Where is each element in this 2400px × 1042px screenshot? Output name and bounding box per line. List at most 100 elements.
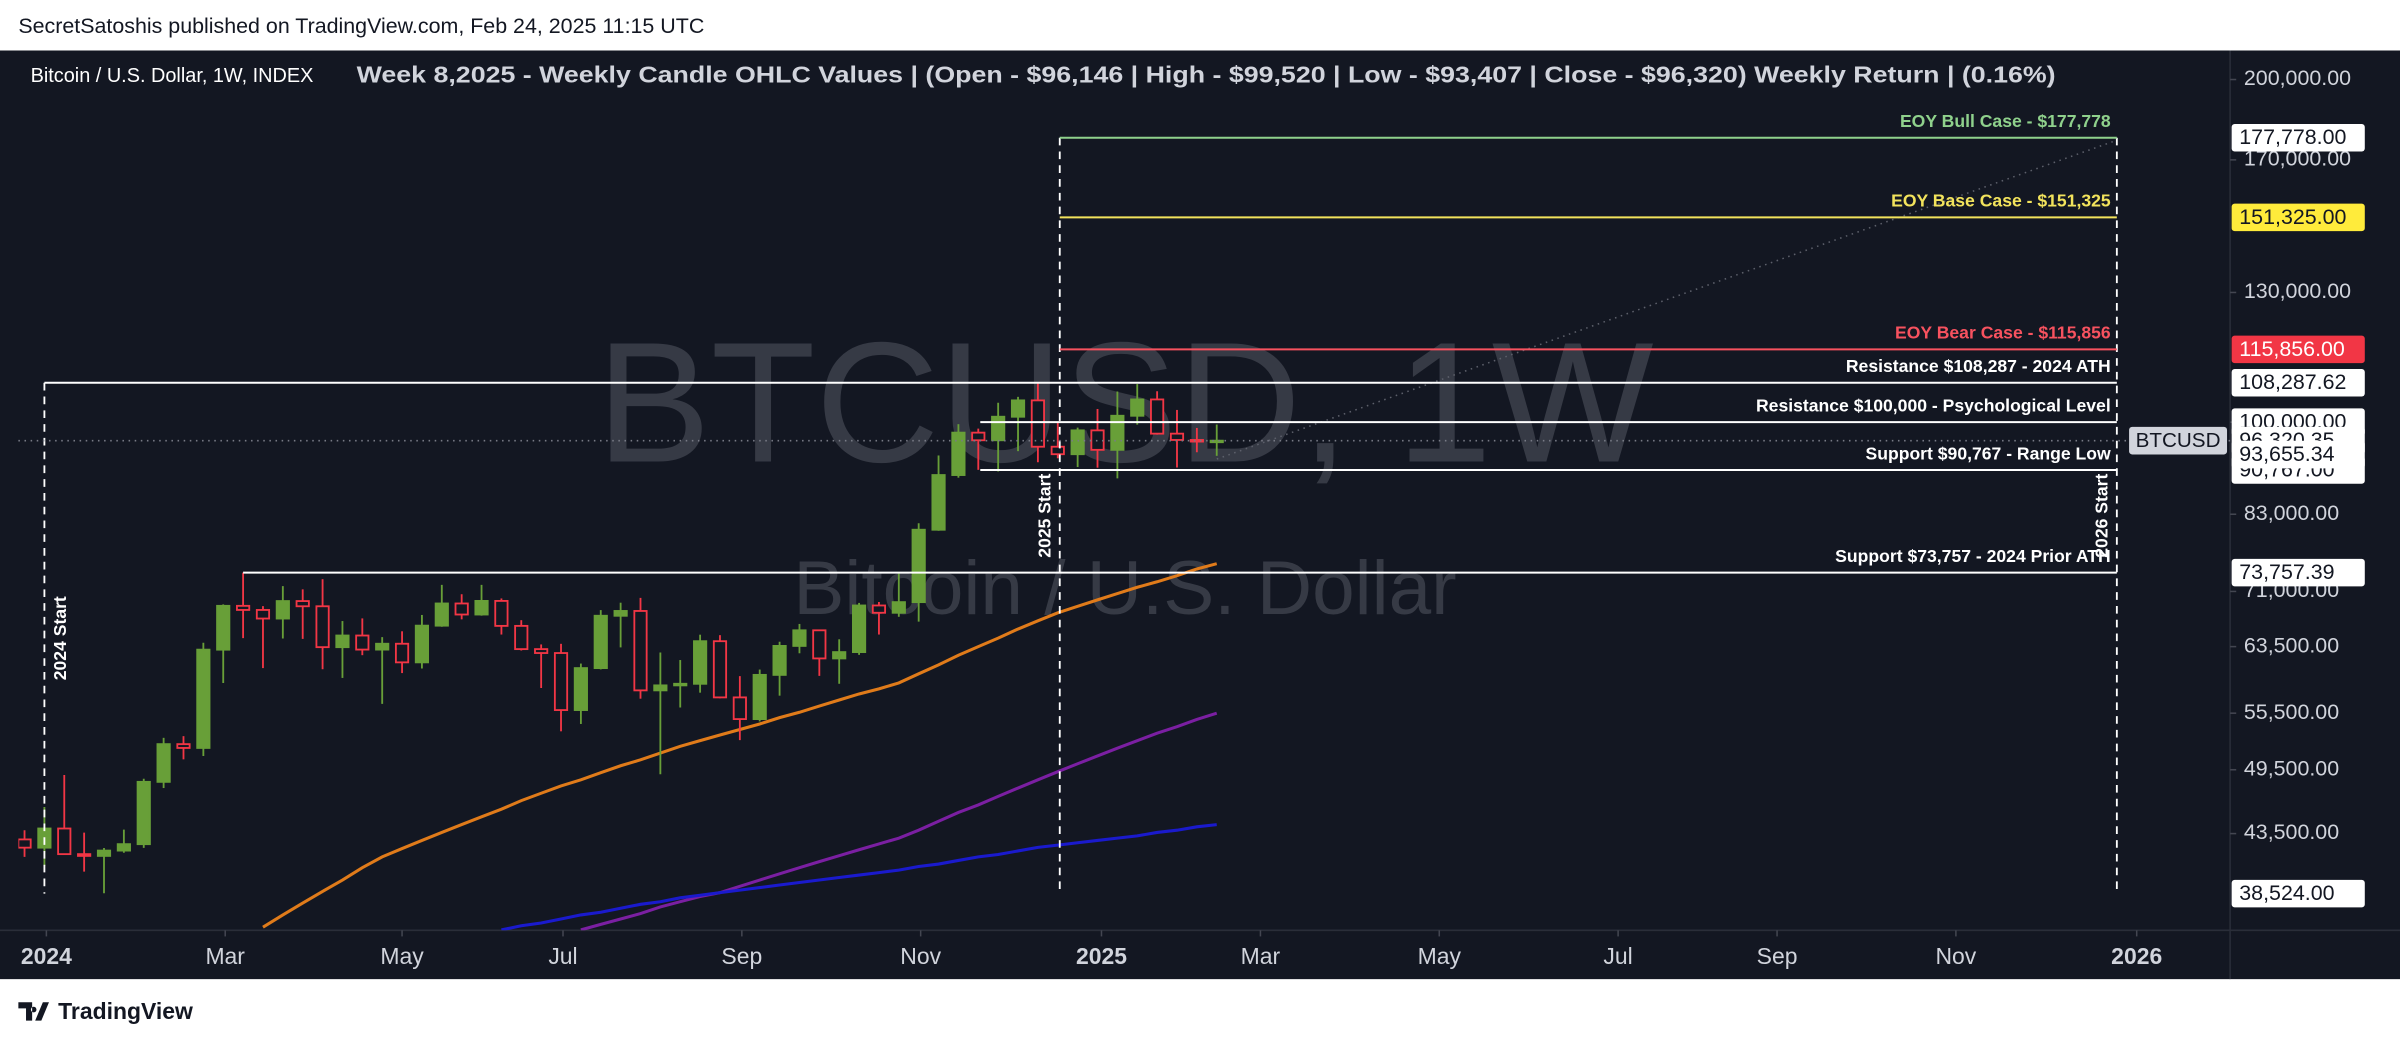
level-label: Support $90,767 - Range Low [1866,443,2112,463]
x-tick-label: Mar [1241,943,1281,969]
level-label: EOY Bear Case - $115,856 [1895,323,2111,343]
candle-body [1189,439,1204,443]
candle-body [613,610,628,617]
moving-average-line [501,823,1217,931]
candle-body [593,614,608,670]
y-tick-label: 43,500.00 [2244,820,2339,844]
level-price-label: 177,778.00 [2239,125,2346,149]
candle-body [494,600,509,627]
candle-body [1150,398,1165,435]
x-tick-label: 2026 [2111,943,2162,969]
symbol-tag: BTCUSD [2136,429,2221,452]
candle-body [355,634,370,651]
candle-body [712,640,728,699]
y-tick-label: 63,500.00 [2244,633,2339,657]
candle-body [156,743,171,783]
candle-body [931,474,946,531]
level-price-label: 151,325.00 [2239,205,2346,229]
candle-body [275,600,290,620]
candle-body [673,682,688,687]
y-tick-label: 130,000.00 [2244,279,2351,303]
candle-body [653,684,668,692]
candle-body [77,853,92,857]
level-price-label-box [2231,203,2365,232]
period-label: 2025 Start [1035,474,1055,558]
candle-body [573,667,588,711]
candle-body [891,601,906,614]
candle-body [335,634,350,649]
chart-title: Week 8,2025 - Weekly Candle OHLC Values … [357,62,2056,88]
candle-body [1110,414,1125,451]
y-tick-label: 200,000.00 [2244,66,2351,90]
x-tick-label: Mar [205,943,245,969]
candle-body [553,652,569,711]
level-price-label-box [2231,369,2365,397]
x-tick-label: Sep [1757,943,1798,969]
level-price-label-box [2231,335,2365,364]
candle-body [315,605,330,649]
price-label: 38,524.00 [2239,881,2334,905]
candle-body [116,843,131,852]
candle-body [633,610,648,692]
brand-logo [18,1002,49,1021]
overlay: 200,000.00170,000.00130,000.00100,000.00… [18,66,2365,969]
candle-body [772,644,787,676]
level-label: Resistance $100,000 - Psychological Leve… [1756,395,2111,415]
candle-body [394,642,410,664]
x-tick-label: 2025 [1076,943,1127,969]
candle-body [1050,445,1065,456]
candle-body [236,604,251,611]
x-tick-label: May [1418,943,1462,969]
candle-body [1130,398,1145,417]
candle-body [732,696,747,721]
symbol-tag-box [2129,426,2228,455]
level-label: EOY Bull Case - $177,778 [1900,111,2111,131]
candle-body [96,849,112,857]
moving-average-line [580,711,1218,931]
level-label: EOY Base Case - $151,325 [1891,191,2111,211]
y-tick-label: 170,000.00 [2244,147,2351,171]
candle-body [792,629,807,647]
publisher-text: SecretSatoshis published on TradingView.… [18,14,704,38]
candle-body [1209,439,1224,444]
y-tick-label: 83,000.00 [2244,501,2339,525]
level-price-label: 115,856.00 [2239,337,2345,361]
y-tick-label: 49,500.00 [2244,756,2339,780]
level-price-label-box [2231,123,2365,152]
price-label-box [2231,879,2365,908]
candle-body [434,602,449,627]
candle-body [812,629,827,660]
candle-body [454,602,469,616]
candle-body [851,604,867,654]
candle-body [474,600,489,616]
candle-body [871,604,887,614]
candle-body [514,624,529,651]
x-tick-label: Nov [1935,943,1976,969]
period-label: 2026 Start [2092,474,2112,558]
watermark-subtitle: Bitcoin / U.S. Dollar [793,546,1456,631]
candle-body [216,604,231,651]
candle-body [1010,399,1026,418]
candle-body [255,609,271,620]
brand-name: TradingView [58,998,193,1024]
period-label: 2024 Start [50,596,70,680]
x-tick-label: May [380,943,424,969]
x-tick-label: Jul [548,943,577,969]
watermark: BTCUSD, 1W [596,307,1653,498]
candle-body [951,431,966,476]
candle-body [693,640,708,685]
x-tick-label: 2024 [21,943,72,969]
candle-body [136,780,151,846]
candle-body [1070,429,1085,456]
y-tick-label: 55,500.00 [2244,700,2339,724]
x-tick-label: Sep [721,943,762,969]
price-label-box [2231,440,2365,469]
level-price-label: 108,287.62 [2239,370,2346,394]
candle-body [414,624,430,664]
chart-background [0,50,2400,980]
plot-area [18,382,1224,931]
candle-body [971,431,986,442]
candle-body [991,415,1006,442]
